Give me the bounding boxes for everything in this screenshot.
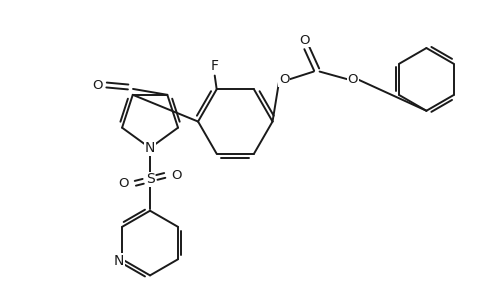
Text: N: N xyxy=(145,141,155,155)
Text: O: O xyxy=(300,34,310,47)
Text: O: O xyxy=(171,169,182,182)
Text: F: F xyxy=(211,59,219,73)
Text: O: O xyxy=(348,73,358,86)
Text: O: O xyxy=(118,177,129,190)
Text: O: O xyxy=(93,78,103,91)
Text: N: N xyxy=(114,254,124,268)
Text: S: S xyxy=(146,172,154,186)
Text: O: O xyxy=(279,73,290,86)
